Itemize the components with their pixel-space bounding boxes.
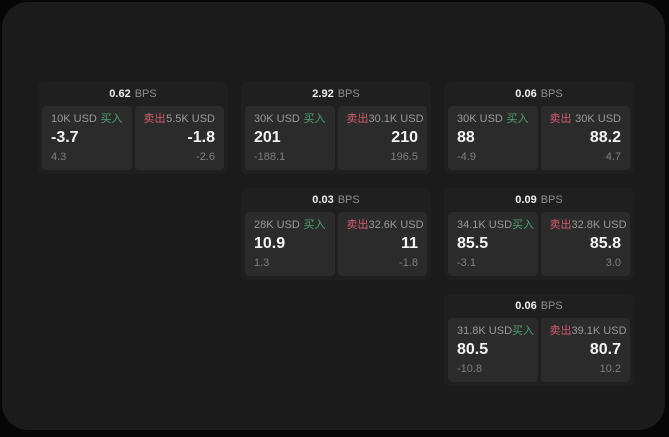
bps-unit: BPS	[540, 193, 563, 206]
buy-amount: 28K USD	[254, 219, 300, 231]
sell-price: 210	[391, 129, 418, 146]
buy-quote-panel[interactable]: 34.1K USD 买入 85.5 -3.1	[448, 212, 538, 276]
sell-side-label: 卖出	[346, 113, 369, 125]
bps-header: 0.03 BPS	[241, 188, 431, 212]
quote-panels: 28K USD 买入 10.9 1.3 卖出 32.6K USD 11 -1.8	[241, 212, 431, 280]
sell-quote-panel[interactable]: 卖出 32.6K USD 11 -1.8	[337, 212, 427, 276]
sell-price: 11	[401, 235, 418, 252]
buy-delta: -188.1	[254, 151, 286, 163]
sell-delta: -1.8	[399, 257, 418, 269]
buy-delta: -3.1	[457, 257, 476, 269]
buy-amount: 30K USD	[457, 113, 503, 125]
sell-delta: 3.0	[605, 257, 621, 269]
bps-unit: BPS	[540, 87, 563, 100]
bps-header: 0.06 BPS	[444, 82, 634, 106]
buy-amount: 30K USD	[254, 113, 300, 125]
bps-unit: BPS	[134, 87, 157, 100]
buy-amount: 31.8K USD	[457, 325, 513, 337]
bps-value: 0.06	[515, 87, 537, 100]
quote-panels: 34.1K USD 买入 85.5 -3.1 卖出 32.8K USD 85.8…	[444, 212, 634, 280]
sell-price: 85.8	[589, 235, 621, 252]
sell-quote-panel[interactable]: 卖出 30.1K USD 210 196.5	[337, 106, 427, 170]
quote-card: 0.62 BPS 10K USD 买入 -3.7 4.3 卖出 5.5K USD	[38, 82, 228, 174]
quote-card-grid: 0.62 BPS 10K USD 买入 -3.7 4.3 卖出 5.5K USD	[38, 82, 634, 386]
sell-amount: 32.8K USD	[571, 219, 627, 231]
bps-unit: BPS	[337, 87, 360, 100]
sell-delta: 4.7	[605, 151, 621, 163]
quote-panels: 10K USD 买入 -3.7 4.3 卖出 5.5K USD -1.8 -2.…	[38, 106, 228, 174]
quote-card: 0.03 BPS 28K USD 买入 10.9 1.3 卖出 32.6K US…	[241, 188, 431, 280]
sell-quote-panel[interactable]: 卖出 5.5K USD -1.8 -2.6	[134, 106, 224, 170]
sell-side-label: 卖出	[549, 113, 572, 125]
sell-side-label: 卖出	[143, 113, 166, 125]
sell-price: 80.7	[589, 341, 621, 358]
sell-side-label: 卖出	[549, 219, 572, 231]
buy-side-label: 买入	[303, 113, 326, 125]
app-window: 0.62 BPS 10K USD 买入 -3.7 4.3 卖出 5.5K USD	[2, 2, 665, 430]
bps-header: 0.09 BPS	[444, 188, 634, 212]
sell-delta: -2.6	[196, 151, 215, 163]
quote-panels: 31.8K USD 买入 80.5 -10.8 卖出 39.1K USD 80.…	[444, 318, 634, 386]
buy-quote-panel[interactable]: 28K USD 买入 10.9 1.3	[245, 212, 335, 276]
buy-side-label: 买入	[506, 113, 529, 125]
buy-delta: 4.3	[51, 151, 67, 163]
buy-price: 85.5	[457, 235, 489, 252]
sell-price: 88.2	[589, 129, 621, 146]
sell-quote-panel[interactable]: 卖出 30K USD 88.2 4.7	[540, 106, 630, 170]
bps-header: 0.62 BPS	[38, 82, 228, 106]
quote-card: 2.92 BPS 30K USD 买入 201 -188.1 卖出 30.1K …	[241, 82, 431, 174]
buy-side-label: 买入	[100, 113, 123, 125]
quote-panels: 30K USD 买入 201 -188.1 卖出 30.1K USD 210 1…	[241, 106, 431, 174]
buy-side-label: 买入	[303, 219, 326, 231]
buy-side-label: 买入	[512, 325, 535, 337]
buy-price: -3.7	[51, 129, 79, 146]
sell-amount: 30.1K USD	[368, 113, 424, 125]
buy-side-label: 买入	[512, 219, 535, 231]
bps-value: 0.03	[312, 193, 334, 206]
buy-quote-panel[interactable]: 30K USD 买入 201 -188.1	[245, 106, 335, 170]
buy-price: 10.9	[254, 235, 286, 252]
bps-value: 2.92	[312, 87, 334, 100]
quote-card: 0.09 BPS 34.1K USD 买入 85.5 -3.1 卖出 32.8K…	[444, 188, 634, 280]
buy-amount: 34.1K USD	[457, 219, 513, 231]
bps-value: 0.09	[515, 193, 537, 206]
sell-price: -1.8	[187, 129, 215, 146]
buy-price: 88	[457, 129, 475, 146]
sell-quote-panel[interactable]: 卖出 39.1K USD 80.7 10.2	[540, 318, 630, 382]
buy-delta: 1.3	[254, 257, 270, 269]
sell-amount: 39.1K USD	[571, 325, 627, 337]
sell-side-label: 卖出	[549, 325, 572, 337]
buy-quote-panel[interactable]: 30K USD 买入 88 -4.9	[448, 106, 538, 170]
sell-amount: 30K USD	[575, 113, 621, 125]
sell-delta: 10.2	[599, 363, 621, 375]
bps-unit: BPS	[540, 299, 563, 312]
bps-value: 0.06	[515, 299, 537, 312]
bps-value: 0.62	[109, 87, 131, 100]
quote-card: 0.06 BPS 31.8K USD 买入 80.5 -10.8 卖出 39.1…	[444, 294, 634, 386]
sell-side-label: 卖出	[346, 219, 369, 231]
buy-quote-panel[interactable]: 10K USD 买入 -3.7 4.3	[42, 106, 132, 170]
buy-price: 201	[254, 129, 281, 146]
sell-delta: 196.5	[390, 151, 418, 163]
sell-amount: 32.6K USD	[368, 219, 424, 231]
sell-amount: 5.5K USD	[166, 113, 215, 125]
bps-header: 0.06 BPS	[444, 294, 634, 318]
buy-price: 80.5	[457, 341, 489, 358]
bps-unit: BPS	[337, 193, 360, 206]
quote-card: 0.06 BPS 30K USD 买入 88 -4.9 卖出 30K USD	[444, 82, 634, 174]
buy-amount: 10K USD	[51, 113, 97, 125]
sell-quote-panel[interactable]: 卖出 32.8K USD 85.8 3.0	[540, 212, 630, 276]
buy-delta: -10.8	[457, 363, 483, 375]
quote-panels: 30K USD 买入 88 -4.9 卖出 30K USD 88.2 4.7	[444, 106, 634, 174]
bps-header: 2.92 BPS	[241, 82, 431, 106]
buy-delta: -4.9	[457, 151, 476, 163]
buy-quote-panel[interactable]: 31.8K USD 买入 80.5 -10.8	[448, 318, 538, 382]
